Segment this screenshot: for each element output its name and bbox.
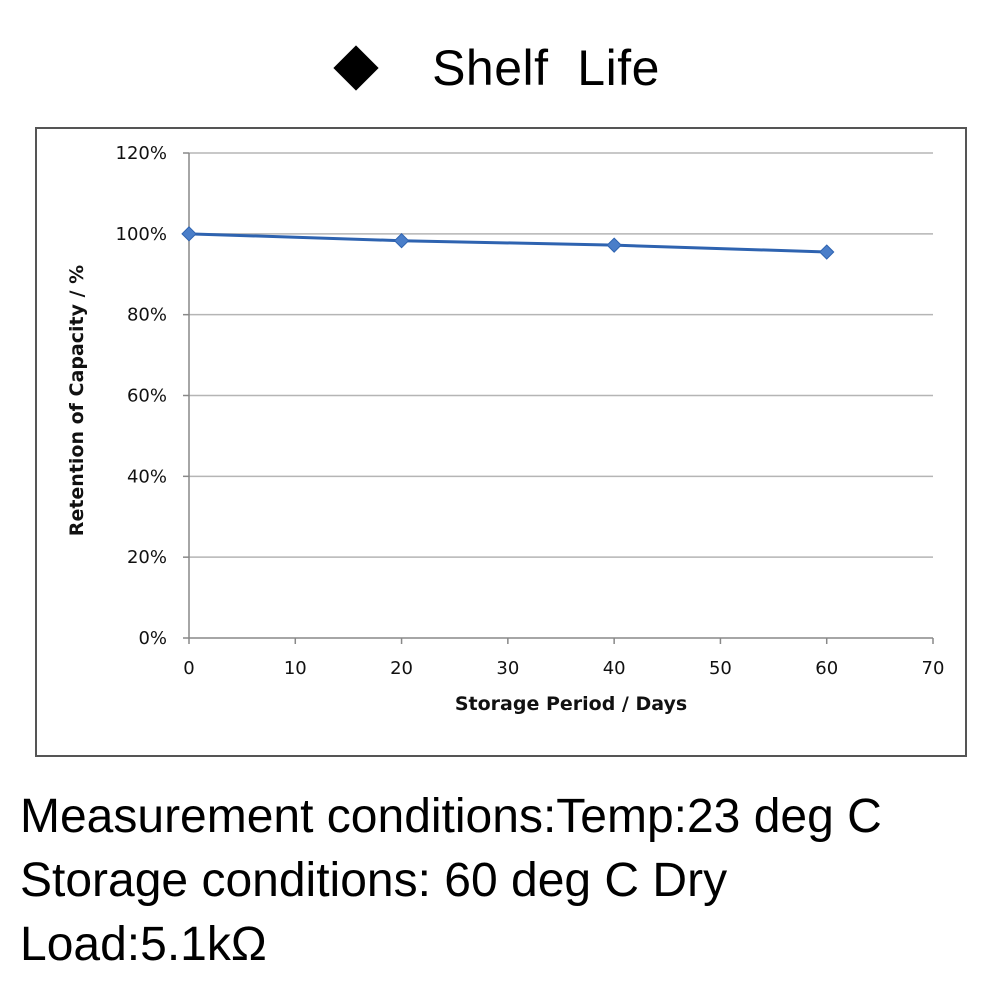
x-axis-label: Storage Period / Days bbox=[455, 693, 687, 715]
x-tick-label: 20 bbox=[390, 658, 413, 679]
y-axis-label: Retention of Capacity / % bbox=[66, 265, 88, 536]
axes bbox=[183, 152, 934, 644]
data-point bbox=[393, 232, 410, 249]
chart-title: Shelf Life bbox=[432, 40, 660, 96]
x-tick-label: 40 bbox=[603, 658, 626, 679]
load-condition: Load:5.1kΩ bbox=[20, 918, 267, 971]
x-tick-label: 50 bbox=[709, 658, 732, 679]
y-tick-label: 60% bbox=[127, 386, 167, 407]
measurement-conditions: Measurement conditions:Temp:23 deg C bbox=[20, 790, 882, 843]
series-group bbox=[181, 226, 835, 260]
y-tick-labels: 0% 20% 40% 60% 80% 100% 120% bbox=[116, 143, 167, 649]
data-point bbox=[606, 237, 622, 253]
diamond-icon bbox=[333, 45, 379, 91]
chart-header: Shelf Life bbox=[0, 28, 1000, 108]
x-tick-label: 60 bbox=[815, 658, 838, 679]
y-tick-label: 0% bbox=[138, 628, 167, 649]
x-tick-labels: 0 10 20 30 40 50 60 70 bbox=[183, 658, 944, 679]
y-tick-label: 40% bbox=[127, 466, 167, 487]
x-tick-label: 30 bbox=[496, 658, 519, 679]
series-line bbox=[188, 232, 827, 254]
grid-lines bbox=[189, 152, 933, 558]
chart-frame: 0% 20% 40% 60% 80% 100% 120% 0 10 20 30 40 50 60 70 S… bbox=[35, 127, 967, 757]
storage-conditions: Storage conditions: 60 deg C Dry bbox=[20, 854, 728, 907]
y-tick-label: 120% bbox=[116, 143, 167, 164]
x-tick-label: 10 bbox=[284, 658, 307, 679]
y-tick-label: 80% bbox=[127, 305, 167, 326]
data-point bbox=[181, 226, 197, 242]
line-chart: 0% 20% 40% 60% 80% 100% 120% 0 10 20 30 40 50 60 70 S… bbox=[66, 143, 944, 715]
y-tick-label: 20% bbox=[127, 547, 167, 568]
x-tick-label: 70 bbox=[922, 658, 945, 679]
x-tick-label: 0 bbox=[183, 658, 194, 679]
data-point bbox=[819, 244, 835, 260]
y-tick-label: 100% bbox=[116, 224, 167, 245]
measurement-notes: Measurement conditions:Temp:23 deg C Sto… bbox=[20, 785, 990, 977]
